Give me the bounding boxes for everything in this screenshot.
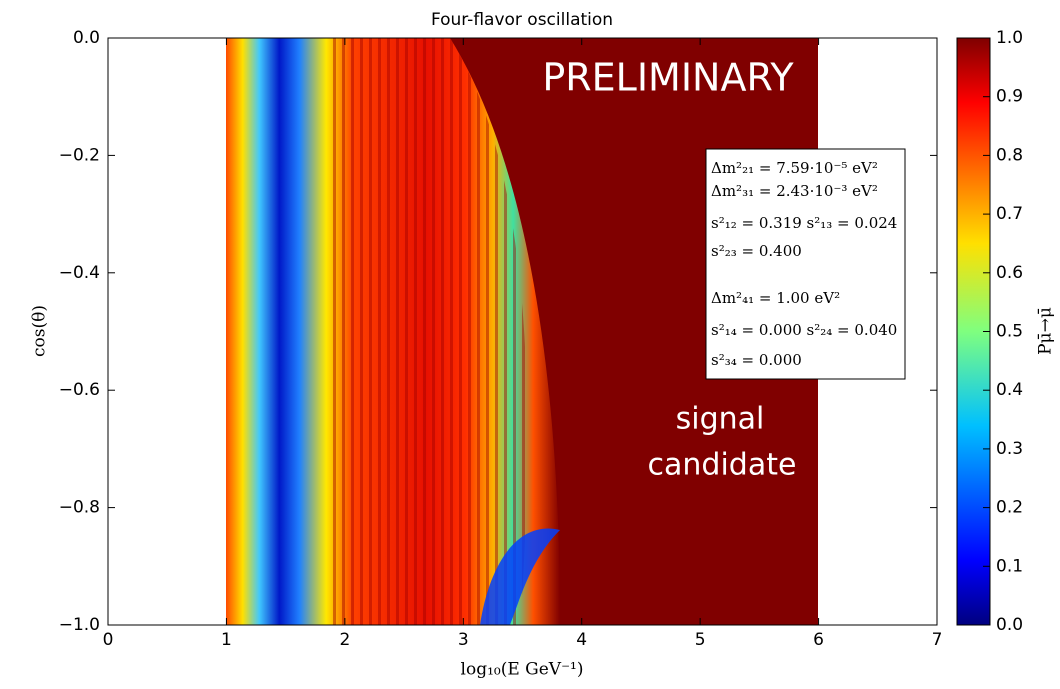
x-tick-label: 3 <box>458 630 469 650</box>
parameter-line: Δm²₃₁ = 2.43·10⁻³ eV² <box>711 182 878 200</box>
x-tick-label: 2 <box>339 630 350 650</box>
parameter-line: s²₃₄ = 0.000 <box>711 351 802 369</box>
colorbar-tick-label: 0.5 <box>996 322 1023 342</box>
colorbar-tick-label: 0.9 <box>996 87 1023 107</box>
x-tick-label: 4 <box>576 630 587 650</box>
y-axis-label: cos(θ) <box>30 305 50 357</box>
annotation: signal <box>676 402 765 437</box>
x-tick-label: 0 <box>103 630 114 650</box>
parameter-line: Δm²₄₁ = 1.00 eV² <box>711 289 840 307</box>
parameter-line: s²₂₃ = 0.400 <box>711 242 802 260</box>
annotation: PRELIMINARY <box>542 56 794 100</box>
y-tick-label: 0.0 <box>73 28 100 48</box>
parameter-line: s²₁₂ = 0.319 s²₁₃ = 0.024 <box>711 214 897 232</box>
colorbar-tick-label: 0.6 <box>996 263 1023 283</box>
annotation: candidate <box>648 448 797 483</box>
x-tick-label: 5 <box>695 630 706 650</box>
parameter-line: s²₁₄ = 0.000 s²₂₄ = 0.040 <box>711 321 897 339</box>
x-tick-label: 6 <box>813 630 824 650</box>
parameter-box <box>705 148 906 380</box>
y-tick-label: −0.8 <box>59 498 100 518</box>
colorbar-tick-label: 0.4 <box>996 380 1023 400</box>
y-tick-label: −0.6 <box>59 380 100 400</box>
x-tick-label: 7 <box>932 630 943 650</box>
colorbar-tick-label: 1.0 <box>996 28 1023 48</box>
colorbar-tick-label: 0.0 <box>996 615 1023 635</box>
colorbar-tick-label: 0.1 <box>996 556 1023 576</box>
colorbar-tick-label: 0.7 <box>996 204 1023 224</box>
y-tick-label: −0.4 <box>59 263 100 283</box>
y-tick-label: −0.2 <box>59 145 100 165</box>
parameter-line: Δm²₂₁ = 7.59·10⁻⁵ eV² <box>711 159 878 177</box>
y-tick-label: −1.0 <box>59 615 100 635</box>
x-tick-label: 1 <box>221 630 232 650</box>
chart-title: Four-flavor oscillation <box>431 10 613 30</box>
colorbar-tick-label: 0.2 <box>996 498 1023 518</box>
colorbar-tick-label: 0.8 <box>996 145 1023 165</box>
x-axis-label: log₁₀(E GeV⁻¹) <box>461 660 584 680</box>
colorbar-label: Pμ̄→μ̄ <box>1036 307 1056 355</box>
colorbar-tick-label: 0.3 <box>996 439 1023 459</box>
plot-frame <box>107 37 938 626</box>
